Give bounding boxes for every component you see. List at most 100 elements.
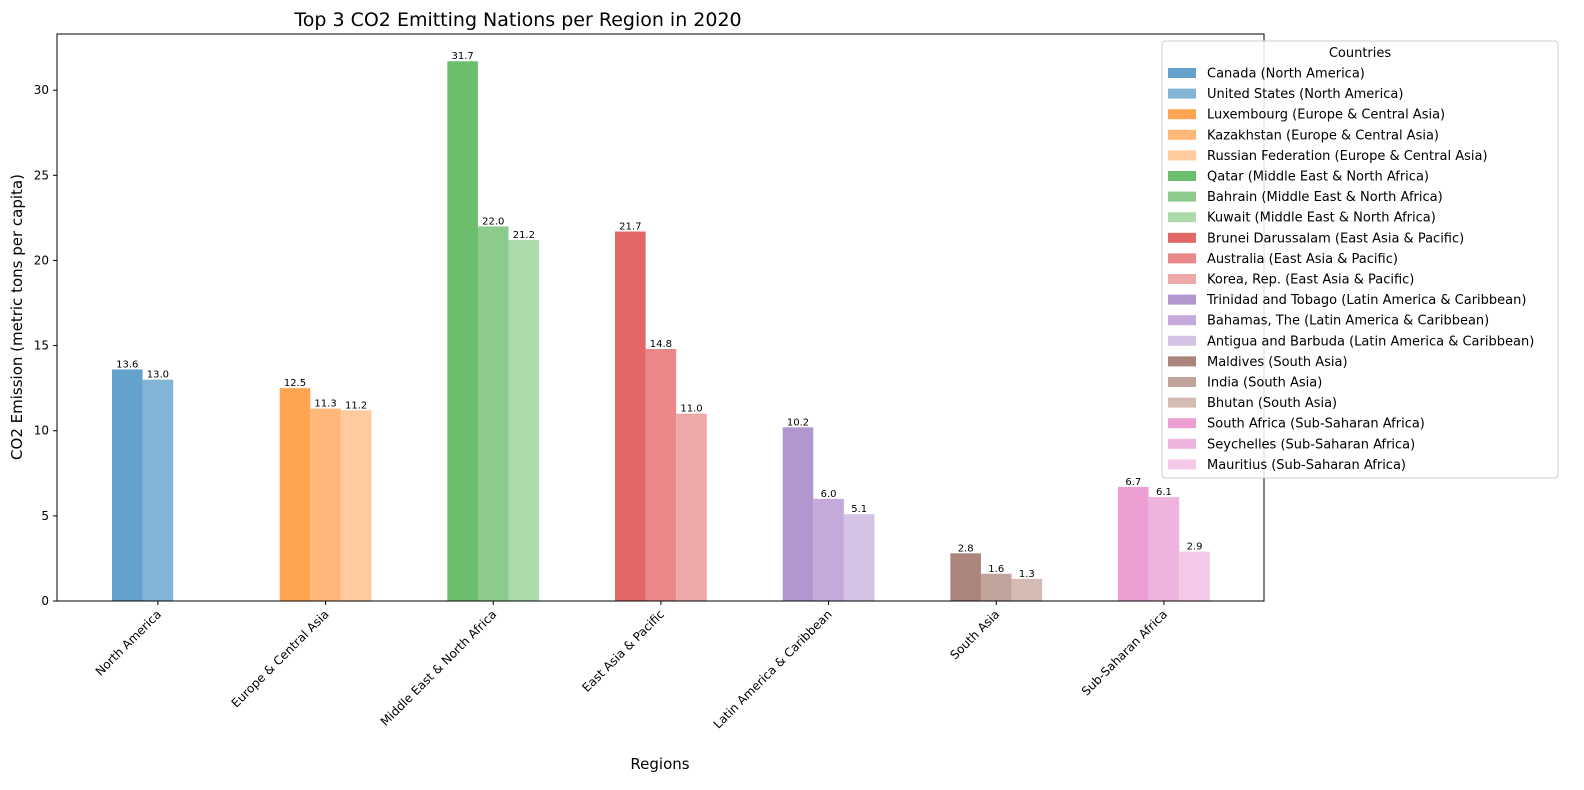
legend-entry: Maldives (South Asia) [1207, 355, 1348, 370]
legend-entry: Kuwait (Middle East & North Africa) [1207, 211, 1436, 226]
y-tick-label: 25 [34, 168, 49, 182]
bar-value-label: 6.7 [1125, 477, 1141, 488]
x-tick-label: Latin America & Caribbean [711, 607, 835, 731]
bar-value-label: 6.1 [1156, 487, 1172, 498]
bar [645, 349, 677, 601]
legend-frame [1161, 40, 1559, 479]
x-axis: North America Europe & Central Asia Middle… [93, 601, 1170, 731]
y-axis-label: CO2 Emission (metric tons per capita) [8, 174, 26, 460]
y-tick-label: 30 [34, 83, 49, 97]
bar-value-label: 13.0 [147, 370, 169, 381]
legend-swatch [1168, 418, 1196, 429]
legend-entry: Bahrain (Middle East & North Africa) [1207, 190, 1443, 205]
x-tick-label: East Asia & Pacific [579, 607, 667, 695]
bar [477, 226, 509, 602]
legend-entry: Seychelles (Sub-Saharan Africa) [1207, 437, 1415, 452]
bar-value-label: 11.2 [345, 400, 367, 411]
bar [447, 61, 478, 602]
legend-swatch [1168, 129, 1196, 140]
bar [1148, 497, 1180, 601]
legend-swatch [1168, 438, 1196, 449]
legend-swatch [1168, 171, 1196, 181]
bar-value-label: 31.7 [452, 51, 474, 62]
legend-entry: United States (North America) [1207, 87, 1403, 102]
bar [340, 410, 372, 601]
bar-value-label: 6.0 [821, 489, 837, 500]
legend-swatch [1168, 150, 1196, 161]
bar-value-label: 11.0 [680, 404, 702, 415]
legend-swatch [1168, 109, 1196, 120]
bar-value-label: 2.9 [1187, 542, 1203, 553]
bar [843, 514, 875, 601]
legend-entry: Trinidad and Tobago (Latin America & Car… [1206, 293, 1526, 308]
legend-swatch [1168, 68, 1196, 78]
x-axis-label: Regions [630, 755, 689, 773]
bar [1011, 578, 1043, 601]
legend-swatch [1168, 315, 1196, 326]
x-tick-label: North America [93, 607, 164, 678]
legend-swatch [1168, 377, 1196, 387]
bar [508, 240, 540, 601]
bar-value-label: 11.3 [314, 399, 336, 410]
bar-value-label: 13.6 [116, 359, 138, 370]
y-tick-label: 0 [41, 594, 49, 608]
bar-value-label: 1.6 [988, 564, 1004, 575]
x-tick-label: South Asia [947, 607, 1002, 662]
bar [279, 388, 311, 601]
bar-labels-group: 13.6 13.0 12.5 11.3 11.2 31.7 22.0 21.2 21.7 14.8… [116, 51, 1202, 580]
bars-group [112, 61, 1210, 602]
legend: Countries Canada (North America) United S… [1161, 40, 1559, 479]
legend-entry: Antigua and Barbuda (Latin America & Car… [1207, 334, 1534, 349]
bar [142, 379, 174, 601]
legend-entry: Canada (North America) [1207, 67, 1365, 82]
legend-entry: Korea, Rep. (East Asia & Pacific) [1207, 273, 1414, 288]
bar [112, 369, 143, 601]
legend-swatch [1168, 191, 1196, 202]
y-tick-label: 10 [34, 424, 49, 438]
bar-value-label: 22.0 [482, 216, 504, 227]
legend-entry: Mauritius (Sub-Saharan Africa) [1207, 458, 1406, 473]
legend-swatch [1168, 88, 1196, 99]
y-tick-label: 15 [34, 339, 49, 353]
legend-entry: Luxembourg (Europe & Central Asia) [1207, 108, 1445, 123]
bar-value-label: 2.8 [958, 543, 974, 554]
bar-value-label: 1.3 [1019, 569, 1035, 580]
legend-swatch [1168, 253, 1196, 264]
x-tick-label: Middle East & North Africa [378, 607, 500, 729]
x-tick-label: Sub-Saharan Africa [1079, 607, 1170, 698]
bar [813, 498, 844, 601]
legend-entry: Bahamas, The (Latin America & Caribbean) [1207, 314, 1489, 329]
legend-entry: Kazakhstan (Europe & Central Asia) [1207, 128, 1439, 143]
y-tick-label: 20 [34, 253, 49, 267]
legend-swatch [1168, 459, 1196, 470]
bar [1179, 551, 1210, 601]
bar-value-label: 21.2 [513, 230, 535, 241]
bar-value-label: 5.1 [851, 504, 867, 515]
legend-entry: Brunei Darussalam (East Asia & Pacific) [1207, 231, 1464, 246]
legend-swatch [1168, 356, 1196, 367]
legend-swatch [1168, 274, 1196, 284]
legend-entry: India (South Asia) [1207, 376, 1322, 391]
bar [980, 573, 1012, 601]
legend-entry: South Africa (Sub-Saharan Africa) [1207, 417, 1425, 432]
legend-swatch [1168, 397, 1196, 408]
x-tick-label: Europe & Central Asia [229, 607, 332, 710]
bar-value-label: 21.7 [619, 222, 641, 233]
y-axis: 0 5 10 15 20 25 30 [34, 83, 57, 608]
bar-value-label: 14.8 [650, 339, 672, 350]
legend-entry: Bhutan (South Asia) [1207, 396, 1337, 411]
bar [615, 231, 646, 601]
bar-value-label: 10.2 [787, 417, 809, 428]
y-tick-label: 5 [41, 509, 49, 523]
bar [676, 413, 707, 601]
legend-swatch [1168, 335, 1196, 346]
legend-entry: Qatar (Middle East & North Africa) [1207, 170, 1429, 185]
legend-swatch [1168, 294, 1196, 305]
legend-entry: Russian Federation (Europe & Central Asi… [1207, 149, 1488, 164]
bar [782, 427, 814, 601]
chart-title: Top 3 CO2 Emitting Nations per Region in… [293, 9, 741, 31]
bar-value-label: 12.5 [284, 378, 306, 389]
bar [950, 553, 981, 601]
legend-entry: Australia (East Asia & Pacific) [1207, 252, 1398, 267]
